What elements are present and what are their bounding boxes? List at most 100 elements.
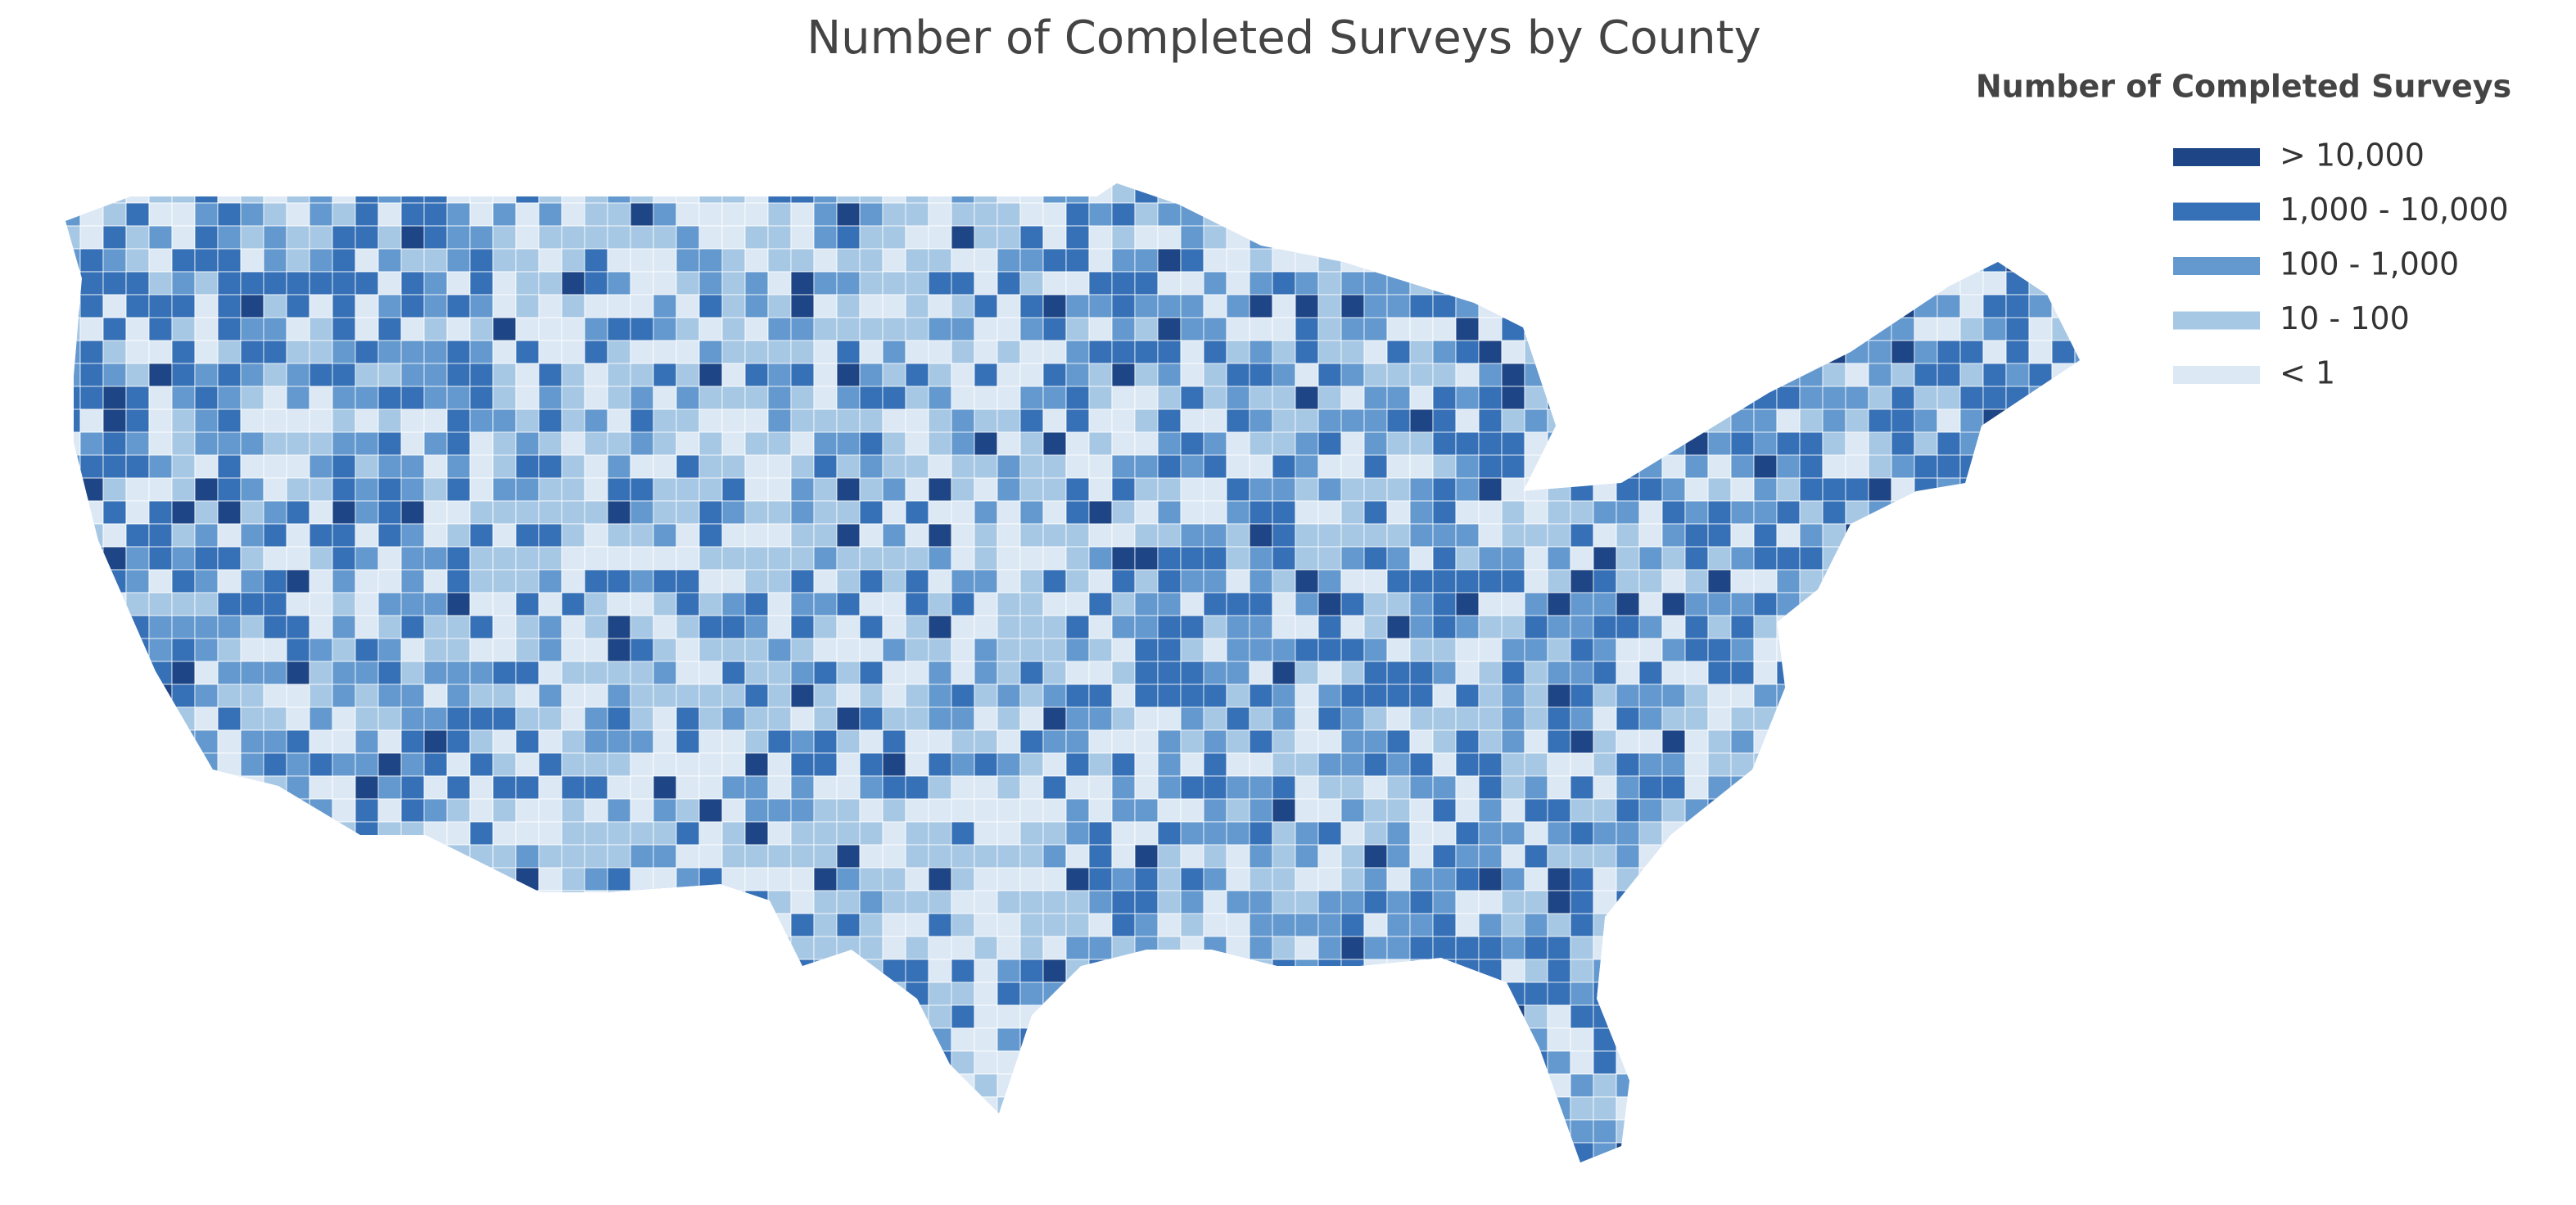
county: [1226, 936, 1250, 960]
county: [1616, 340, 1640, 364]
county: [1363, 523, 1388, 548]
county: [1982, 890, 2007, 914]
county: [309, 684, 333, 708]
county: [538, 1050, 563, 1075]
county: [423, 1027, 448, 1052]
county: [1753, 936, 1778, 960]
county: [1707, 890, 1732, 914]
county: [286, 684, 310, 708]
county: [1340, 225, 1365, 250]
county: [538, 248, 563, 273]
county: [1501, 982, 1525, 1006]
county: [1891, 1096, 1915, 1121]
county: [951, 454, 975, 479]
county: [928, 340, 952, 364]
county: [1753, 271, 1778, 296]
county: [1570, 706, 1594, 731]
county: [194, 386, 219, 410]
county: [974, 936, 998, 960]
county: [1593, 294, 1617, 318]
county: [974, 454, 998, 479]
county: [240, 844, 264, 869]
county: [1616, 913, 1640, 937]
county: [469, 821, 494, 846]
county: [171, 821, 196, 846]
county: [1226, 248, 1250, 273]
county: [951, 982, 975, 1006]
county: [1959, 454, 1984, 479]
county: [492, 592, 517, 616]
county: [79, 615, 104, 639]
county: [1982, 752, 2007, 777]
county: [1638, 959, 1663, 983]
county: [1593, 1166, 1616, 1189]
county: [1158, 1166, 1181, 1189]
county: [1317, 890, 1342, 914]
county: [79, 959, 104, 983]
county: [1180, 638, 1204, 662]
county: [377, 408, 402, 433]
county: [125, 844, 150, 869]
county: [1317, 454, 1342, 479]
county: [836, 202, 861, 227]
county: [813, 1004, 838, 1029]
county: [1982, 867, 2007, 891]
county: [1065, 982, 1090, 1006]
county: [1501, 1142, 1525, 1162]
county: [1914, 913, 1938, 937]
county: [1845, 294, 1869, 318]
county: [171, 890, 196, 914]
county: [676, 959, 700, 983]
county: [1065, 844, 1090, 869]
county: [1730, 684, 1755, 708]
county: [1134, 1050, 1159, 1075]
county: [332, 225, 356, 250]
county: [1799, 798, 1824, 823]
county: [2051, 775, 2076, 800]
county: [2005, 431, 2030, 456]
county: [1661, 1073, 1686, 1098]
county: [1914, 706, 1938, 731]
county: [951, 477, 975, 502]
county: [1317, 1027, 1342, 1052]
county: [951, 569, 975, 593]
county: [286, 890, 310, 914]
county: [630, 661, 654, 685]
county: [1432, 183, 1457, 204]
county: [102, 1050, 127, 1075]
county: [836, 752, 861, 777]
county: [66, 477, 81, 502]
county: [492, 431, 517, 456]
county: [1363, 271, 1388, 296]
county: [377, 936, 402, 960]
county: [1249, 569, 1273, 593]
county: [400, 431, 425, 456]
county: [1317, 386, 1342, 410]
county: [607, 569, 631, 593]
county: [1295, 615, 1319, 639]
county: [997, 569, 1021, 593]
county: [1111, 454, 1136, 479]
county: [332, 706, 356, 731]
county: [1249, 729, 1273, 754]
county: [217, 775, 242, 800]
county: [653, 1096, 677, 1121]
county: [1478, 569, 1503, 593]
county: [1042, 615, 1067, 639]
county: [676, 1073, 700, 1098]
county: [882, 844, 906, 869]
county: [125, 982, 150, 1006]
county: [2028, 202, 2053, 227]
county: [1295, 408, 1319, 433]
county: [1524, 1004, 1548, 1029]
county: [125, 867, 150, 891]
county: [1959, 386, 1984, 410]
county: [1616, 408, 1640, 433]
county: [1478, 340, 1503, 364]
county: [744, 523, 769, 548]
county: [1868, 775, 1892, 800]
county: [1891, 202, 1915, 227]
county: [1661, 1142, 1686, 1162]
county: [1570, 1166, 1593, 1189]
county: [1363, 706, 1388, 731]
